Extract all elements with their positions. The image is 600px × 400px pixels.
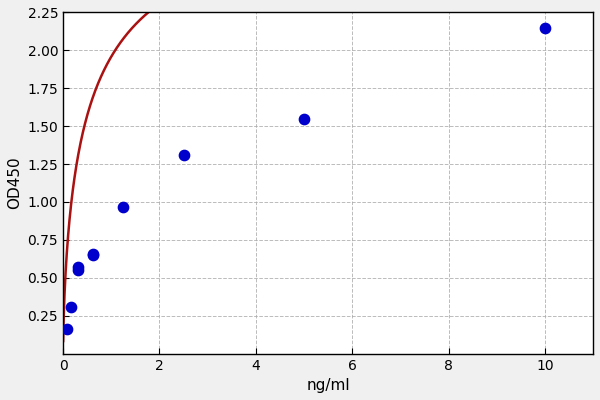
Point: [66, 304, 76, 310]
Point: [62, 326, 71, 332]
Point: [73, 264, 83, 270]
Point: [119, 203, 128, 210]
Point: [88, 250, 98, 257]
X-axis label: ng/ml: ng/ml: [306, 378, 350, 393]
Point: [179, 152, 188, 158]
Point: [73, 267, 83, 274]
Point: [299, 115, 309, 122]
Point: [540, 24, 550, 31]
Y-axis label: OD450: OD450: [7, 157, 22, 209]
Point: [88, 252, 98, 258]
